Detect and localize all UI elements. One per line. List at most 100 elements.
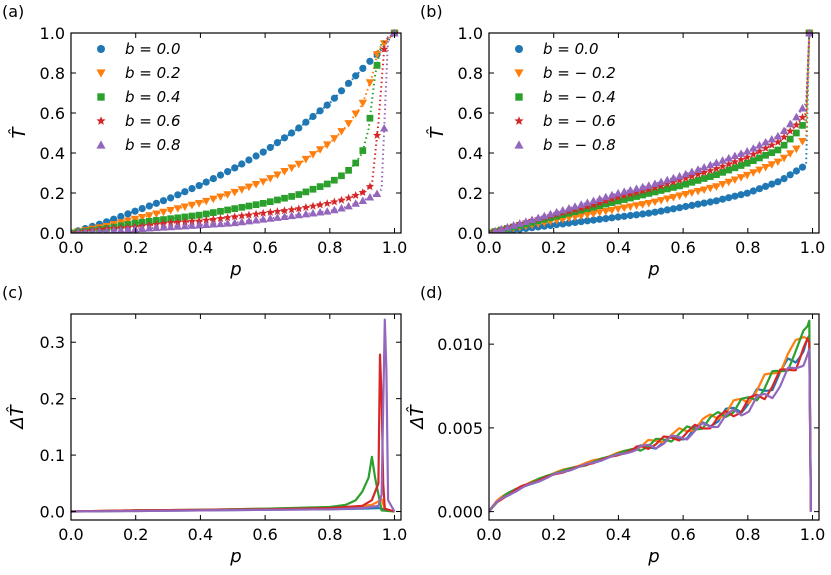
data-point	[167, 194, 175, 202]
y-tick-label: 0.2	[40, 390, 65, 409]
series-1	[489, 29, 814, 233]
x-tick-label: 0.4	[606, 525, 631, 544]
x-tick-label: 0.8	[317, 238, 342, 257]
data-point	[675, 171, 684, 180]
data-point	[323, 199, 332, 207]
data-point	[706, 160, 715, 169]
data-point	[159, 208, 168, 217]
data-point	[755, 141, 764, 149]
data-point	[131, 207, 139, 215]
data-point	[359, 64, 367, 72]
data-point	[379, 124, 389, 132]
data-point	[366, 114, 374, 122]
data-point	[694, 177, 702, 184]
data-point	[725, 166, 733, 174]
data-point	[780, 175, 788, 183]
data-point	[595, 209, 604, 217]
data-point	[231, 164, 239, 172]
data-point	[564, 204, 574, 212]
data-point	[238, 203, 246, 211]
data-point	[130, 215, 140, 224]
data-point	[330, 197, 339, 206]
data-point	[613, 205, 623, 214]
series-line	[489, 336, 812, 513]
data-point	[614, 213, 622, 221]
data-point	[670, 184, 677, 191]
y-tick-label: 0.000	[437, 503, 483, 522]
data-point	[230, 188, 239, 197]
data-point	[295, 191, 303, 198]
data-point	[352, 159, 360, 167]
series-line	[489, 348, 812, 513]
data-point	[755, 185, 764, 193]
y-tick-label: 0.6	[458, 104, 483, 123]
x-axis-label: p	[647, 259, 659, 280]
data-point	[330, 205, 339, 214]
data-point	[681, 191, 690, 199]
legend-label: b = − 0.4	[543, 88, 616, 106]
data-point	[244, 216, 254, 225]
data-point	[712, 164, 721, 173]
legend-marker	[514, 116, 524, 125]
data-point	[315, 208, 325, 216]
data-point	[779, 154, 789, 163]
legend-label: b = 0.2	[125, 64, 180, 82]
y-tick-label: 0.6	[40, 104, 65, 123]
legend-label: b = − 0.6	[543, 112, 616, 130]
data-point	[676, 204, 684, 212]
y-tick-label: 0.0	[40, 503, 65, 522]
data-point	[209, 209, 217, 216]
data-point	[223, 219, 232, 227]
data-point	[202, 215, 211, 224]
data-point	[577, 212, 586, 221]
panel-c: 0.0 0.2 0.4 0.6 0.8 1.0 0.0 0.1 0.2 0.3 p ΔT̂ (c)	[2, 283, 407, 567]
data-point	[372, 131, 382, 139]
data-point	[238, 160, 246, 168]
data-point	[761, 163, 770, 172]
data-point	[761, 138, 770, 146]
data-point	[577, 200, 586, 208]
data-point	[152, 199, 160, 207]
data-point	[344, 120, 353, 128]
data-point	[706, 166, 715, 175]
data-point	[651, 208, 659, 216]
data-point	[187, 201, 197, 210]
data-point	[308, 208, 318, 217]
data-point	[719, 195, 727, 203]
data-point	[540, 211, 549, 220]
data-point	[259, 200, 267, 207]
data-point	[589, 216, 598, 224]
legend-marker	[515, 45, 523, 53]
x-tick-label: 1.0	[800, 525, 825, 544]
data-point	[223, 191, 232, 199]
data-point	[736, 155, 746, 164]
data-point	[124, 210, 132, 218]
data-point	[718, 156, 727, 164]
data-point	[259, 208, 268, 217]
series-3	[71, 353, 395, 513]
data-point	[799, 122, 806, 129]
data-point	[786, 135, 794, 143]
data-point	[792, 112, 801, 121]
series-2	[71, 455, 395, 513]
data-point	[706, 198, 714, 206]
data-point	[358, 196, 368, 205]
data-point	[224, 206, 231, 214]
data-point	[209, 220, 218, 228]
data-point	[792, 120, 801, 129]
x-tick-label: 0.4	[606, 238, 631, 257]
data-point	[601, 196, 610, 205]
data-point	[75, 228, 81, 233]
data-point	[546, 209, 555, 218]
data-point	[798, 138, 807, 146]
legend: b = 0.0 b = 0.2 b = 0.4 b = 0.6 b = 0.8	[96, 40, 180, 154]
data-point	[209, 195, 218, 204]
data-point	[188, 185, 196, 193]
data-point	[294, 204, 303, 213]
data-point	[724, 153, 733, 162]
x-tick-label: 0.2	[541, 525, 566, 544]
data-point	[742, 147, 752, 155]
data-point	[337, 195, 346, 204]
data-point	[706, 173, 714, 180]
